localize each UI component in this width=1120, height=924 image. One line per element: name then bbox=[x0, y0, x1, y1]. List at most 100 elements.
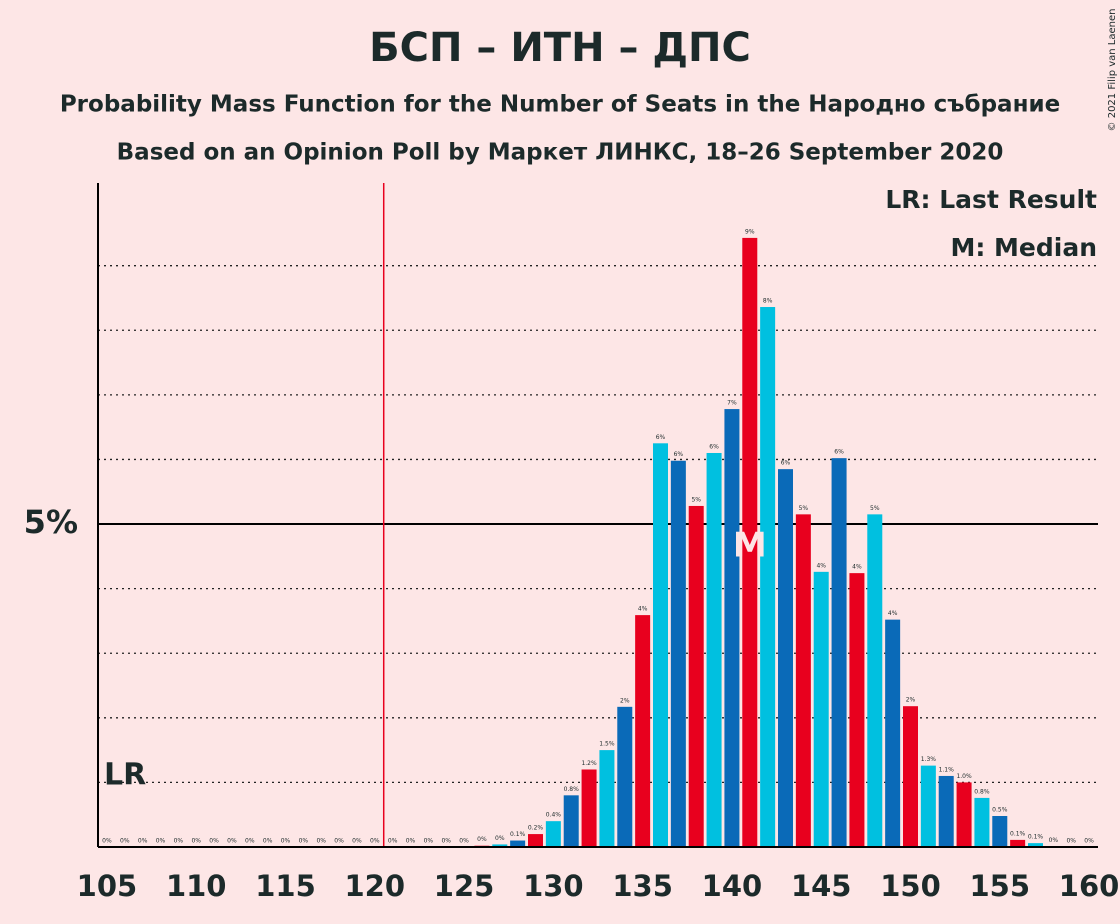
data-label: 2% bbox=[906, 697, 916, 704]
data-label: 0.8% bbox=[974, 788, 990, 795]
chart-subtitle: Probability Mass Function for the Number… bbox=[60, 92, 1060, 118]
data-label: 0.1% bbox=[1010, 830, 1026, 837]
data-label: 7% bbox=[727, 400, 737, 407]
bar bbox=[885, 619, 901, 847]
data-label: 0.1% bbox=[1028, 834, 1044, 841]
bar bbox=[813, 571, 829, 847]
data-label: 1.0% bbox=[956, 773, 972, 780]
x-tick-label: 135 bbox=[612, 869, 673, 903]
data-label: 0% bbox=[352, 838, 362, 845]
x-tick-label: 125 bbox=[434, 869, 495, 903]
data-label: 4% bbox=[852, 564, 862, 571]
bar bbox=[653, 443, 668, 847]
y-tick-label: 5% bbox=[24, 503, 78, 541]
data-label: 0% bbox=[281, 838, 291, 845]
bar bbox=[563, 795, 579, 847]
data-label: 1.1% bbox=[939, 766, 955, 773]
data-label: 0% bbox=[441, 838, 451, 845]
bar bbox=[920, 765, 936, 847]
data-label: 2% bbox=[620, 697, 630, 704]
data-label: 0% bbox=[174, 838, 184, 845]
data-label: 0% bbox=[299, 838, 309, 845]
legend-entry: M: Median bbox=[950, 233, 1097, 262]
data-label: 6% bbox=[709, 443, 719, 450]
data-label: 1.2% bbox=[581, 760, 597, 767]
bar bbox=[545, 821, 561, 847]
bar bbox=[867, 514, 883, 847]
data-label: 0% bbox=[424, 838, 434, 845]
x-tick-label: 140 bbox=[702, 869, 763, 903]
data-label: 0% bbox=[263, 838, 273, 845]
bar bbox=[599, 750, 615, 847]
bar bbox=[510, 840, 526, 847]
data-label: 0% bbox=[156, 838, 166, 845]
data-label: 5% bbox=[799, 505, 809, 512]
data-label: 6% bbox=[834, 449, 844, 456]
x-tick-label: 105 bbox=[77, 869, 138, 903]
data-label: 0.5% bbox=[992, 806, 1008, 813]
bar bbox=[903, 706, 918, 847]
bar bbox=[778, 469, 793, 847]
data-label: 6% bbox=[656, 434, 666, 441]
data-label: 0% bbox=[477, 836, 487, 843]
data-label: 8% bbox=[763, 298, 773, 305]
bar bbox=[956, 782, 972, 847]
bar bbox=[795, 514, 811, 847]
data-label: 0% bbox=[227, 838, 237, 845]
bar bbox=[492, 844, 508, 847]
bar bbox=[724, 409, 740, 847]
data-label: 5% bbox=[691, 496, 701, 503]
x-tick-label: 145 bbox=[791, 869, 852, 903]
data-label: 0% bbox=[370, 838, 380, 845]
bar bbox=[670, 460, 686, 847]
bar bbox=[760, 307, 776, 847]
data-label: 0% bbox=[120, 838, 130, 845]
median-label: M bbox=[733, 526, 767, 566]
bar bbox=[635, 615, 651, 847]
data-label: 0% bbox=[406, 838, 416, 845]
data-label: 0% bbox=[388, 838, 398, 845]
bar bbox=[974, 797, 990, 847]
data-label: 0% bbox=[316, 838, 326, 845]
x-tick-label: 160 bbox=[1059, 869, 1120, 903]
data-label: 1.3% bbox=[921, 756, 937, 763]
bar bbox=[831, 458, 847, 847]
x-tick-label: 110 bbox=[166, 869, 227, 903]
bar bbox=[581, 769, 597, 847]
data-label: 4% bbox=[888, 610, 898, 617]
data-label: 0.4% bbox=[546, 812, 562, 819]
data-label: 0% bbox=[1084, 838, 1094, 845]
bar bbox=[849, 573, 865, 847]
data-label: 0% bbox=[245, 838, 255, 845]
data-label: 0% bbox=[1066, 838, 1076, 845]
data-label: 9% bbox=[745, 228, 755, 235]
bar bbox=[1028, 843, 1043, 847]
data-label: 0% bbox=[102, 838, 112, 845]
last-result-label: LR bbox=[104, 758, 146, 793]
bar bbox=[938, 775, 954, 847]
bar bbox=[706, 452, 722, 847]
data-label: 0.8% bbox=[564, 786, 580, 793]
data-label: 0% bbox=[138, 838, 148, 845]
copyright: © 2021 Filip van Laenen bbox=[1107, 9, 1118, 132]
legend-entry: LR: Last Result bbox=[885, 185, 1097, 214]
data-label: 4% bbox=[638, 606, 648, 613]
bar bbox=[528, 834, 543, 847]
x-tick-label: 130 bbox=[523, 869, 584, 903]
bar bbox=[742, 237, 758, 848]
data-label: 0% bbox=[495, 835, 505, 842]
bar bbox=[992, 815, 1008, 847]
data-label: 0.2% bbox=[528, 825, 544, 832]
x-tick-label: 120 bbox=[345, 869, 406, 903]
data-label: 6% bbox=[674, 451, 684, 458]
data-label: 6% bbox=[781, 460, 791, 467]
x-tick-label: 155 bbox=[970, 869, 1031, 903]
data-label: 1.5% bbox=[599, 741, 615, 748]
data-label: 0% bbox=[191, 838, 201, 845]
data-label: 4% bbox=[816, 562, 826, 569]
x-tick-label: 115 bbox=[255, 869, 316, 903]
data-label: 0.1% bbox=[510, 831, 526, 838]
x-tick-label: 150 bbox=[880, 869, 941, 903]
data-label: 5% bbox=[870, 505, 880, 512]
